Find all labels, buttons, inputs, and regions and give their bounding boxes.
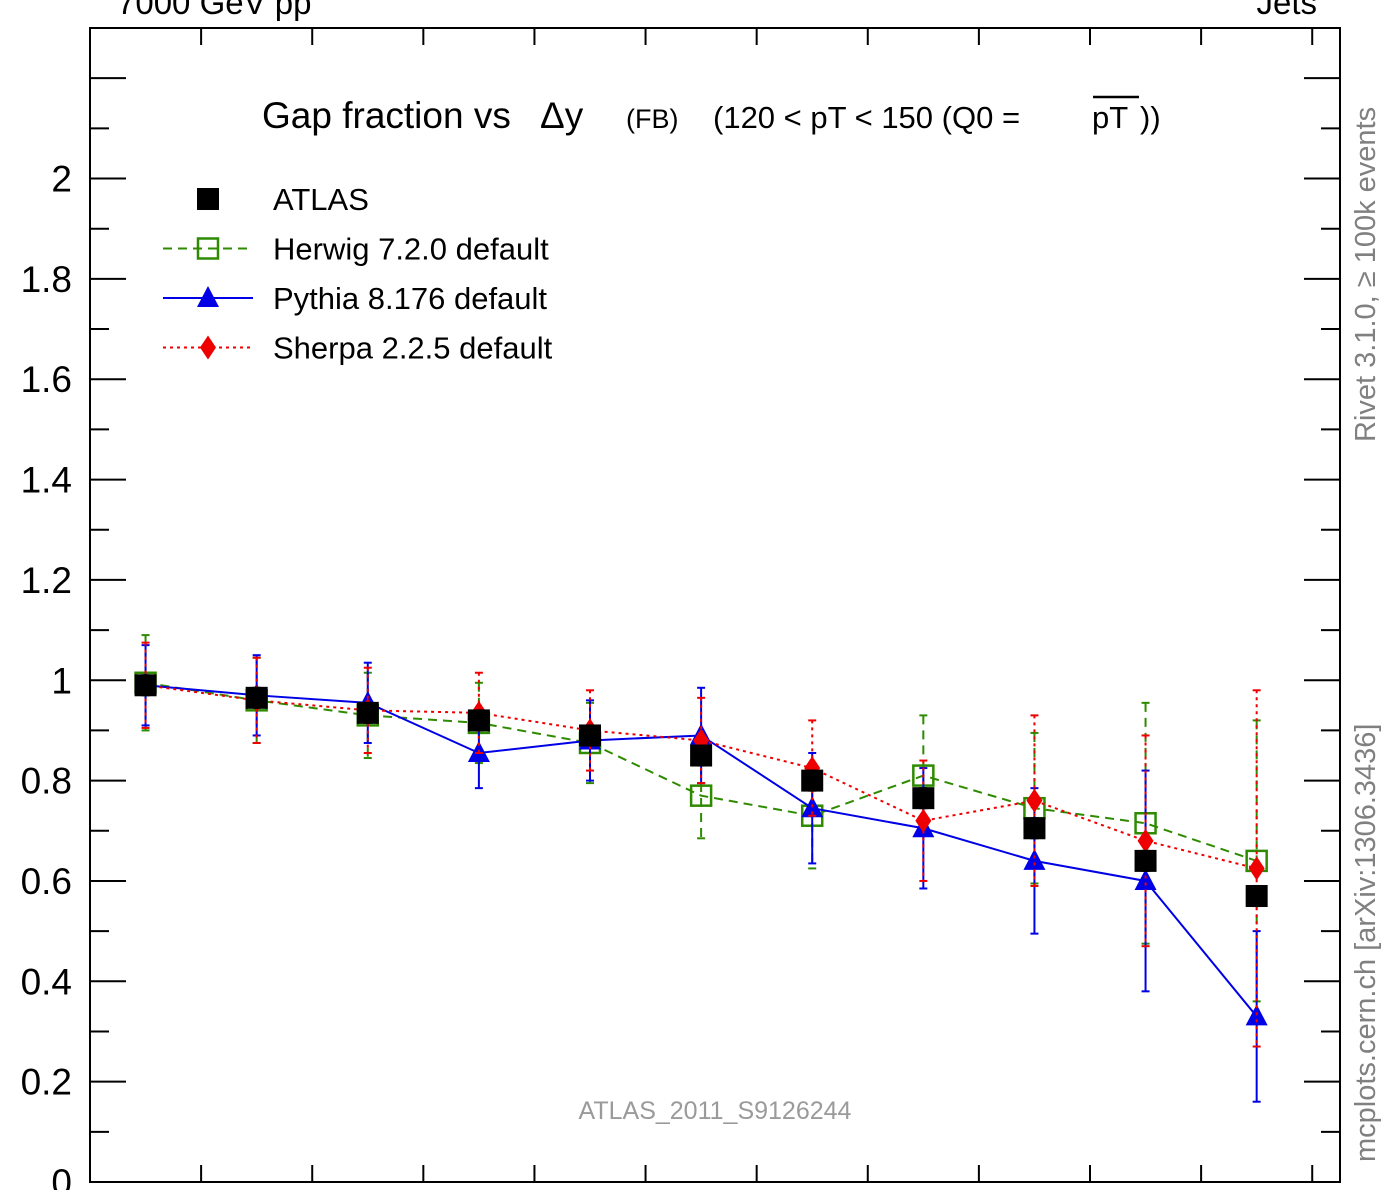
y-tick-label: 1.2 [21,560,72,601]
y-tick-label: 0.4 [21,961,72,1002]
legend-label-herwig: Herwig 7.2.0 default [273,232,549,267]
header-right: Jets [1256,0,1317,21]
legend-label-sherpa: Sherpa 2.2.5 default [273,331,553,366]
y-tick-label: 0.8 [21,761,72,802]
data-point-atlas [690,745,712,767]
y-tick-label: 1.4 [21,460,72,501]
chart-title-main: Gap fraction vs [262,95,511,136]
y-tick-label: 1.8 [21,259,72,300]
legend-item-atlas: ATLAS [197,182,369,217]
y-tick-label: 0.6 [21,861,72,902]
rivet-version-label: Rivet 3.1.0, ≥ 100k events [1350,107,1382,442]
chart-title-delta: Δy [540,95,584,136]
data-point-atlas [1246,885,1268,907]
y-tick-label: 1 [51,660,72,701]
chart-title-range: (120 < pT < 150 (Q0 = [713,100,1020,135]
data-point-atlas [1023,817,1045,839]
legend: ATLAS Herwig 7.2.0 default Pythia 8.176 de… [163,182,553,366]
legend-item-pythia: Pythia 8.176 default [163,281,547,316]
mcplots-source-label: mcplots.cern.ch [arXiv:1306.3436] [1350,724,1382,1162]
legend-label-pythia: Pythia 8.176 default [273,281,547,316]
data-point-sherpa [1026,789,1042,813]
y-tick-label: 0.2 [21,1062,72,1103]
chart-title-overline-text: pT [1092,100,1128,135]
y-tick-label: 0 [51,1162,72,1190]
header-left: 7000 GeV pp [117,0,312,21]
chart-title: Gap fraction vs Δy (FB) (120 < pT < 150 … [262,95,1161,136]
chart-title-close: )) [1140,100,1161,135]
legend-item-herwig: Herwig 7.2.0 default [163,232,549,267]
data-point-atlas [912,787,934,809]
data-point-atlas [468,709,490,731]
legend-marker-sherpa [200,336,216,360]
y-tick-labels: 0 0.2 0.4 0.6 0.8 1 1.2 1.4 1.6 1.8 2 [21,159,72,1190]
analysis-watermark: ATLAS_2011_S9126244 [579,1097,852,1125]
data-point-atlas [357,702,379,724]
data-point-atlas [579,724,601,746]
chart-title-small: (FB) [626,104,678,134]
y-tick-label: 2 [51,159,72,200]
legend-label-atlas: ATLAS [273,182,369,217]
legend-marker-pythia [197,286,219,307]
data-series [135,635,1268,1102]
data-point-atlas [801,770,823,792]
data-point-atlas [246,687,268,709]
y-tick-label: 1.6 [21,359,72,400]
legend-item-sherpa: Sherpa 2.2.5 default [163,331,553,366]
legend-marker-atlas [197,188,219,210]
data-point-atlas [135,674,157,696]
data-point-atlas [1135,850,1157,872]
